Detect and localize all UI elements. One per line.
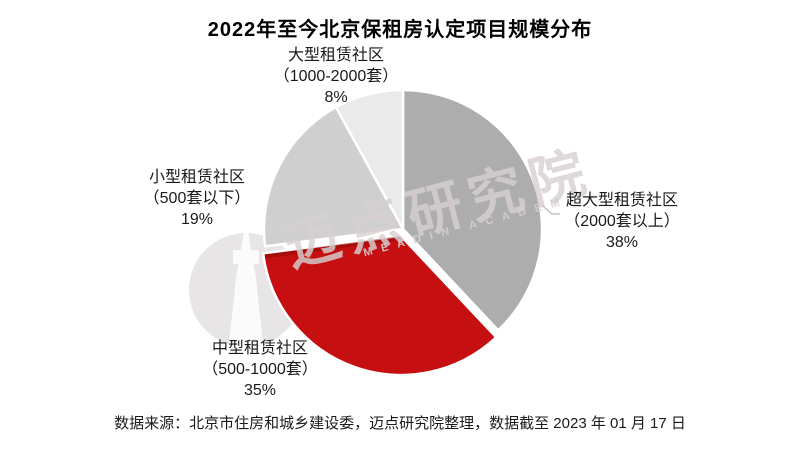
label-super-pct: 38% [605,234,639,251]
red-slice-dark-edge [264,236,402,259]
pie-slice-3 [334,88,405,231]
label-small-community: 小型租赁社区 （500套以下） 19% [82,167,312,230]
label-large-name: 大型租赁社区 [287,47,384,64]
pie-slice-1 [261,234,498,377]
label-medium-pct: 35% [243,382,277,399]
label-medium-range: （500-1000套） [202,361,318,378]
pie-slice-2 [262,105,405,248]
label-small-name: 小型租赁社区 [148,169,245,186]
label-large-range: （1000-2000套） [273,68,399,85]
label-small-pct: 19% [180,211,214,228]
page-title: 2022年至今北京保租房认定项目规模分布 [207,19,593,41]
label-small-range: （500套以下） [143,190,251,207]
label-super-range: （2000套以上） [564,213,680,230]
pie-slice-0 [401,88,544,332]
label-super-name: 超大型租赁社区 [565,192,678,209]
label-medium-name: 中型租赁社区 [211,340,308,357]
leader-line-super-large [535,199,560,215]
label-super-large-community: 超大型租赁社区 （2000套以上） 38% [507,190,737,253]
label-medium-community: 中型租赁社区 （500-1000套） 35% [145,338,375,401]
source-note: 数据来源：北京市住房和城乡建设委，迈点研究院整理，数据截至 2023 年 01 … [114,415,686,432]
label-large-community: 大型租赁社区 （1000-2000套） 8% [221,45,451,108]
label-large-pct: 8% [324,89,348,106]
